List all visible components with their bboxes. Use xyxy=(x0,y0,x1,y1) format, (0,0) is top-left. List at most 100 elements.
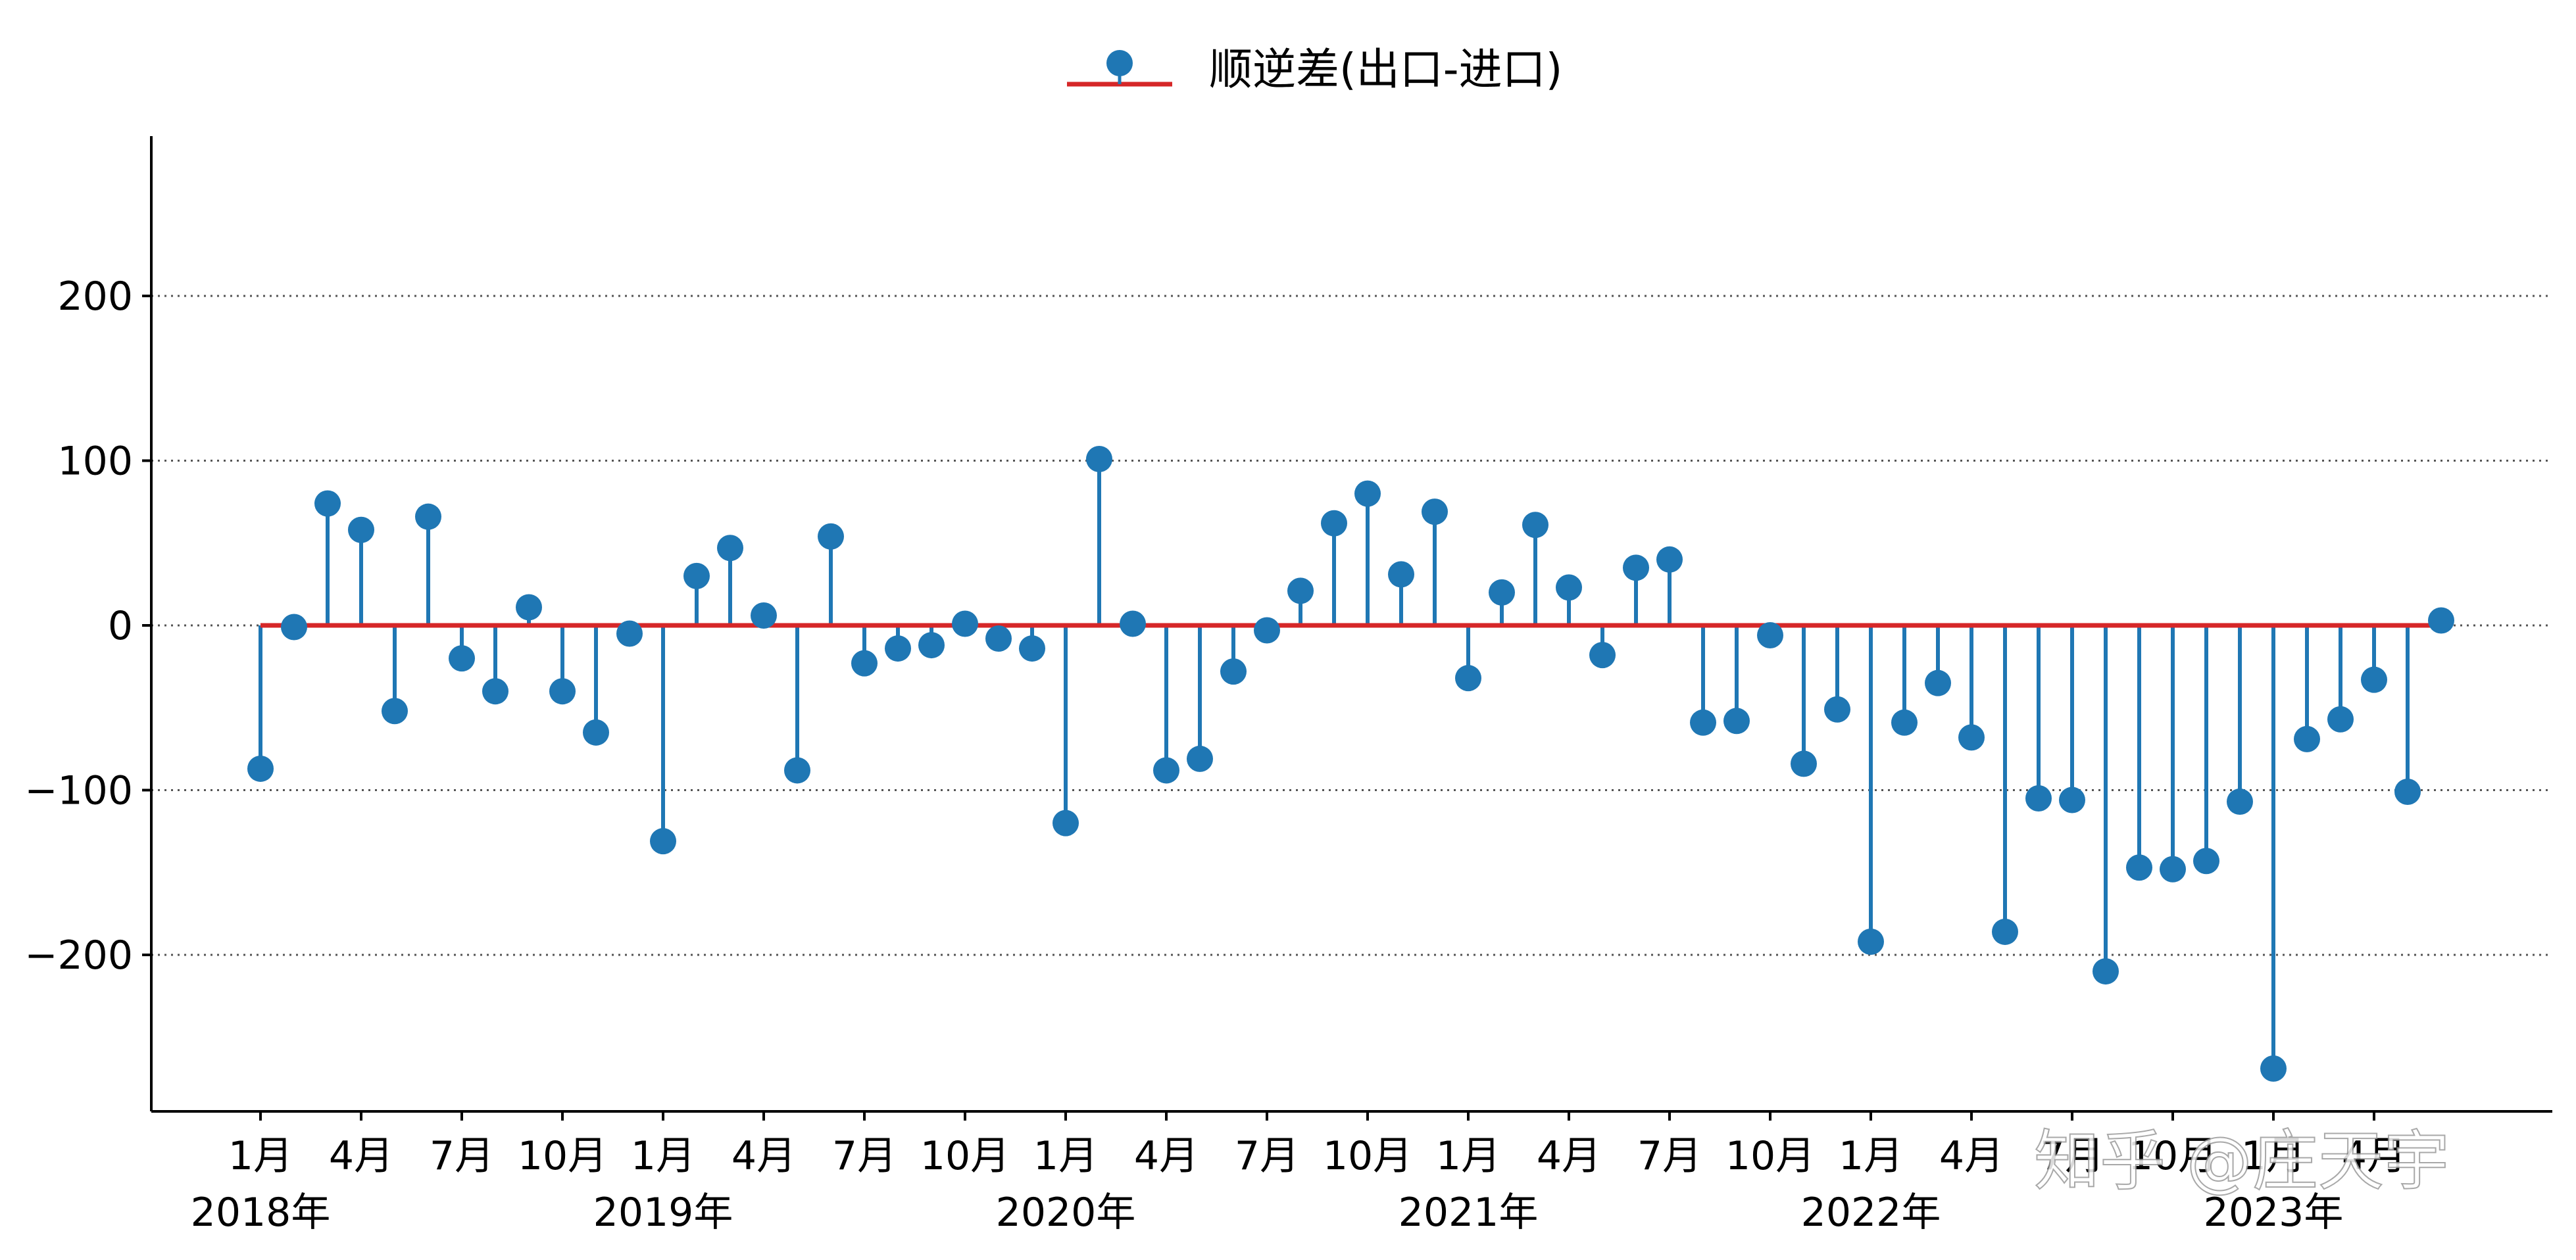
x-month-label: 1月 xyxy=(1839,1133,1903,1179)
stem-marker xyxy=(1723,708,1750,735)
marker-series xyxy=(247,445,2454,1082)
y-tick-label: 200 xyxy=(57,274,133,320)
x-month-label: 10月 xyxy=(1323,1133,1412,1179)
stem-marker xyxy=(2025,785,2052,812)
stem-marker xyxy=(2059,787,2085,813)
stem-marker xyxy=(1824,696,1850,723)
stem-marker xyxy=(1254,617,1280,644)
x-month-label: 1月 xyxy=(631,1133,695,1179)
stem-marker xyxy=(516,594,542,621)
stem-marker xyxy=(1187,745,1213,772)
stem-marker xyxy=(1354,480,1381,507)
stem-marker xyxy=(1120,610,1146,637)
legend-marker-swatch xyxy=(1106,50,1133,76)
y-tick-label: 100 xyxy=(57,438,133,484)
stem-marker xyxy=(818,523,844,550)
stem-marker xyxy=(482,678,508,705)
stem-marker xyxy=(1287,577,1314,604)
stem-marker xyxy=(1958,724,1985,751)
stem-marker xyxy=(2428,607,2454,634)
stem-marker xyxy=(1321,510,1347,537)
x-year-label: 2019年 xyxy=(593,1190,733,1236)
x-month-label: 1月 xyxy=(228,1133,293,1179)
stem-marker xyxy=(247,755,274,782)
stem-marker xyxy=(2160,856,2186,883)
y-tick-label: 0 xyxy=(108,603,133,649)
x-month-label: 7月 xyxy=(832,1133,897,1179)
x-month-label: 4月 xyxy=(2342,1133,2406,1179)
stem-marker xyxy=(2126,854,2152,881)
y-tick-label: −200 xyxy=(24,933,133,979)
stem-marker xyxy=(1489,579,1515,606)
stem-marker xyxy=(2260,1055,2287,1082)
stem-marker xyxy=(1589,642,1616,669)
stem-marker xyxy=(549,678,576,705)
stem-marker xyxy=(314,490,341,517)
stem-marker xyxy=(885,635,911,662)
stem-marker xyxy=(1925,669,1951,696)
stem-marker xyxy=(1757,622,1783,649)
stem-marker xyxy=(1556,574,1582,601)
x-month-label: 10月 xyxy=(1725,1133,1815,1179)
x-month-label: 7月 xyxy=(1235,1133,1299,1179)
stem-marker xyxy=(281,614,307,641)
x-year-label: 2022年 xyxy=(1801,1190,1941,1236)
x-month-label: 10月 xyxy=(920,1133,1010,1179)
stem-marker xyxy=(952,610,978,637)
stem-marker xyxy=(2361,666,2387,693)
x-month-label: 4月 xyxy=(1134,1133,1199,1179)
stem-marker xyxy=(2193,848,2219,875)
stem-marker xyxy=(583,719,609,746)
stem-marker xyxy=(415,503,441,530)
stem-marker xyxy=(382,698,408,725)
stem-marker xyxy=(650,828,676,855)
stem-marker xyxy=(2227,788,2253,815)
stem-marker xyxy=(683,562,710,589)
stem-marker xyxy=(2294,725,2320,752)
stem-marker xyxy=(751,602,777,629)
stem-marker xyxy=(851,650,878,677)
stem-marker xyxy=(1019,635,1045,662)
x-month-label: 4月 xyxy=(329,1133,393,1179)
stem-marker xyxy=(1422,498,1448,525)
x-month-label: 4月 xyxy=(1939,1133,2004,1179)
x-month-label: 4月 xyxy=(1537,1133,1601,1179)
x-month-label: 7月 xyxy=(1637,1133,1702,1179)
stem-marker xyxy=(1623,554,1649,581)
stem-marker xyxy=(1388,561,1414,588)
stem-marker xyxy=(1153,757,1179,784)
x-month-label: 7月 xyxy=(430,1133,494,1179)
x-month-label: 10月 xyxy=(518,1133,607,1179)
y-tick-label: −100 xyxy=(24,768,133,814)
stem-marker xyxy=(918,632,945,659)
stem-marker xyxy=(1053,810,1079,836)
stem-marker xyxy=(616,620,643,647)
x-month-label: 10月 xyxy=(2128,1133,2217,1179)
x-axis-ticks: 1月 4月 7月 10月 1月 4月 7月 10月 1月 4月 7月 10月 1月 4月 7月 10月 1月 4月… xyxy=(191,1111,2406,1236)
x-year-label: 2018年 xyxy=(191,1190,331,1236)
stem-marker xyxy=(1992,918,2018,945)
stem-marker xyxy=(1690,709,1716,736)
stem-marker xyxy=(2093,958,2119,985)
x-month-label: 4月 xyxy=(731,1133,796,1179)
stem-marker xyxy=(717,535,743,562)
legend: 顺逆差(出口-进口) xyxy=(1067,44,1562,95)
watermark: 知乎 @庄天宇 xyxy=(2034,1123,2450,1199)
x-month-label: 1月 xyxy=(1436,1133,1500,1179)
legend-label: 顺逆差(出口-进口) xyxy=(1209,44,1562,95)
x-month-label: 1月 xyxy=(2241,1133,2306,1179)
stem-marker xyxy=(1891,709,1918,736)
stem-marker xyxy=(1791,750,1817,777)
stem-marker xyxy=(1858,928,1884,955)
stem-marker xyxy=(985,625,1012,652)
stem-marker xyxy=(1455,665,1481,692)
stem-marker xyxy=(1220,658,1247,685)
x-year-label: 2021年 xyxy=(1399,1190,1539,1236)
stem-marker xyxy=(2394,779,2421,806)
stem-marker xyxy=(449,645,475,672)
stem-marker xyxy=(1522,512,1548,539)
x-year-label: 2023年 xyxy=(2204,1190,2344,1236)
y-axis-ticks: 200 100 0 −100 −200 xyxy=(24,274,151,979)
x-month-label: 7月 xyxy=(2040,1133,2104,1179)
